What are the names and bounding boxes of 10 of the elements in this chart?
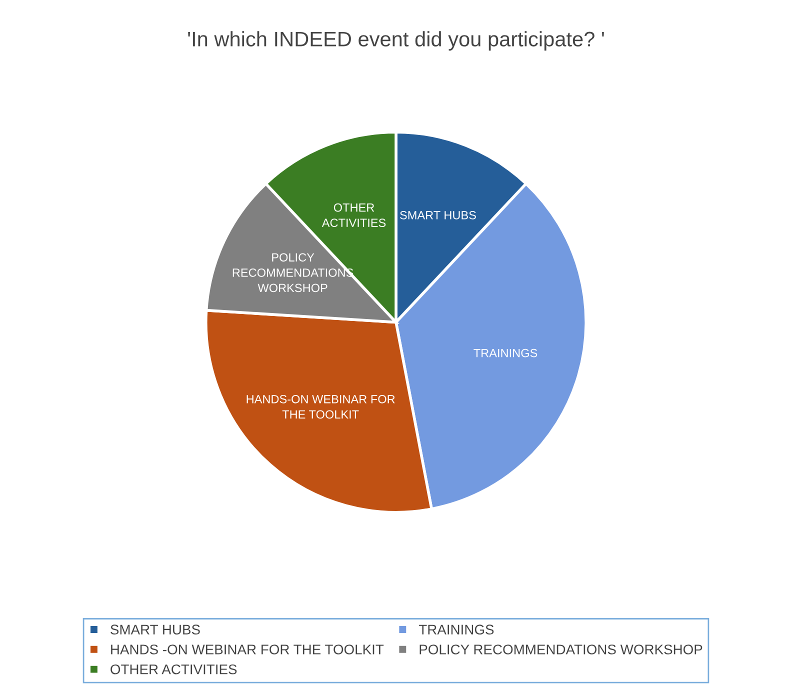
legend-label: OTHER ACTIVITIES [110,664,237,674]
data-label: SMART HUBS [400,211,476,220]
chart-title: 'In which INDEED event did you participate? ' [188,31,604,51]
data-label: OTHER ACTIVITIES [322,203,386,228]
legend-label: SMART HUBS [110,624,200,635]
data-label: HANDS-ON WEBINAR FOR THE TOOLKIT [246,394,395,419]
legend-label: TRAININGS [418,624,494,635]
data-label: TRAININGS [474,348,538,358]
legend-label: HANDS -ON WEBINAR FOR THE TOOLKIT [111,644,384,654]
legend-label: POLICY RECOMMENDATIONS WORKSHOP [420,644,702,654]
